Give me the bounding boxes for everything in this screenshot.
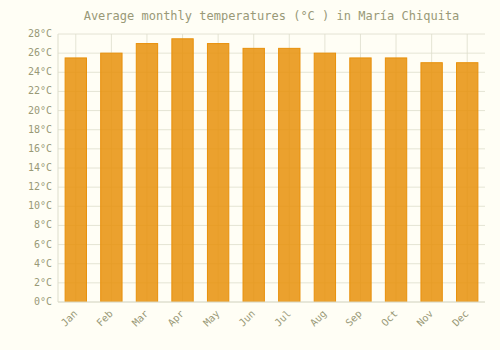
y-tick-label: 20°C (28, 105, 52, 116)
x-axis-line (58, 302, 485, 303)
y-grid-line (58, 34, 485, 35)
x-tick-label: Feb (94, 308, 115, 329)
x-tick-label: Nov (415, 308, 436, 329)
y-tick-label: 28°C (28, 28, 52, 39)
bar (172, 39, 193, 302)
x-tick-label: Jul (272, 308, 293, 329)
y-tick-label: 22°C (28, 85, 52, 96)
bar (243, 48, 264, 302)
y-axis-line (58, 34, 59, 302)
y-tick-label: 8°C (34, 219, 52, 230)
bar (65, 58, 86, 302)
bar (314, 53, 335, 302)
x-tick-label: Mar (130, 308, 151, 329)
y-tick-label: 0°C (34, 296, 52, 307)
bar (385, 58, 406, 302)
bar (207, 44, 228, 302)
background (0, 0, 500, 350)
bar (350, 58, 371, 302)
x-tick-label: Aug (308, 308, 329, 329)
chart-container: 0°C 2°C 4°C 6°C 8°C 10°C 12°C 14°C 16°C 18°C 20°C 2… (0, 0, 500, 350)
y-tick-label: 26°C (28, 47, 52, 58)
x-tick-label: May (201, 308, 222, 329)
y-tick-label: 10°C (28, 200, 52, 211)
bar (457, 63, 478, 302)
x-tick-label: Jan (59, 308, 80, 329)
y-tick-label: 12°C (28, 181, 52, 192)
y-grid-line (58, 302, 485, 303)
y-tick-label: 16°C (28, 143, 52, 154)
y-tick-label: 4°C (34, 258, 52, 269)
chart: 0°C 2°C 4°C 6°C 8°C 10°C 12°C 14°C 16°C 18°C 20°C 2… (0, 0, 500, 350)
x-tick-label: Jun (237, 308, 258, 329)
x-tick-label: Oct (379, 308, 400, 329)
x-tick-label: Apr (166, 308, 187, 329)
bar (279, 48, 300, 302)
grid (58, 34, 485, 302)
x-tick-label: Sep (343, 308, 364, 329)
y-tick-label: 6°C (34, 239, 52, 250)
y-tick-label: 2°C (34, 277, 52, 288)
y-tick-label: 14°C (28, 162, 52, 173)
bars (65, 39, 478, 302)
y-tick-label: 18°C (28, 124, 52, 135)
title: Average monthly temperatures (°C ) in Ma… (84, 9, 460, 23)
y-tick-label: 24°C (28, 66, 52, 77)
bar (101, 53, 122, 302)
bar (136, 44, 157, 302)
x-tick-label: Dec (450, 308, 471, 329)
bar (421, 63, 442, 302)
